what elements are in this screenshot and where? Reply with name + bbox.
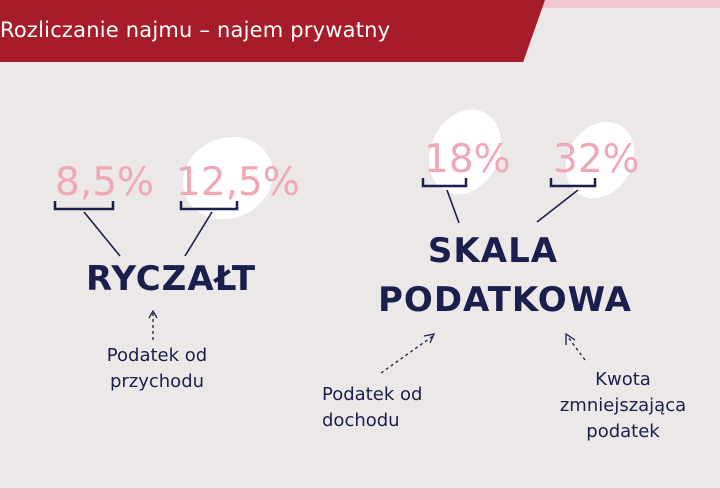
note-kwota-line1: Kwota: [595, 369, 651, 390]
bracket-8-5: [53, 201, 115, 211]
arrow-kwota: [565, 332, 586, 361]
note-dochodu-line1: Podatek od: [322, 384, 423, 405]
header-banner: [0, 0, 545, 62]
note-ryczalt: Podatek od przychodu: [92, 343, 222, 395]
note-kwota-line3: podatek: [586, 421, 660, 442]
note-dochodu: Podatek od dochodu: [322, 382, 422, 434]
rate-ryczalt-high: 12,5%: [176, 160, 300, 205]
note-ryczalt-line1: Podatek od: [106, 345, 208, 366]
arrow-dochodu: [380, 333, 436, 374]
bracket-12-5: [179, 201, 239, 211]
highlight-blob-18: [429, 109, 501, 195]
connector-8-5: [83, 211, 121, 257]
bottom-accent-strip: [0, 488, 720, 500]
rate-skala-low: 18%: [424, 137, 511, 182]
note-ryczalt-line2: przychodu: [109, 371, 205, 392]
note-kwota: Kwota zmniejszająca podatek: [548, 367, 698, 445]
highlight-blob-12-5: [183, 136, 273, 220]
note-dochodu-line2: dochodu: [322, 410, 400, 431]
connector-18: [446, 189, 460, 224]
skala-title-line1: SKALA: [427, 231, 559, 271]
bracket-18: [421, 178, 468, 188]
ryczalt-title: RYCZAŁT: [86, 259, 257, 299]
connector-32: [536, 189, 579, 223]
rate-skala-high: 32%: [553, 137, 640, 182]
note-kwota-line2: zmniejszająca: [559, 395, 687, 416]
rate-ryczalt-low: 8,5%: [55, 160, 155, 205]
bracket-32: [549, 178, 597, 188]
page-title: Rozliczanie najmu – najem prywatny: [0, 18, 391, 42]
arrow-ryczalt: [148, 309, 158, 340]
skala-title-line2: PODATKOWA: [378, 280, 632, 320]
highlight-blob-32: [565, 121, 635, 199]
connector-12-5: [184, 211, 213, 257]
